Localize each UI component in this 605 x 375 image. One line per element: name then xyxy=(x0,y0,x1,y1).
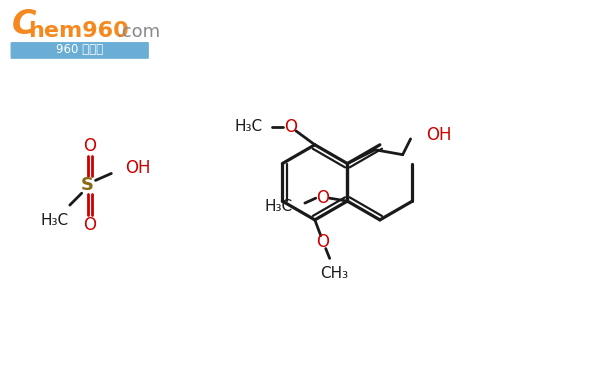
Text: S: S xyxy=(81,176,94,194)
Text: O: O xyxy=(284,118,296,136)
Text: CH₃: CH₃ xyxy=(321,266,348,281)
Text: H₃C: H₃C xyxy=(41,213,69,228)
Text: .com: .com xyxy=(116,23,160,41)
Text: O: O xyxy=(316,189,329,207)
Text: 960 化工网: 960 化工网 xyxy=(56,44,103,57)
Text: H₃C: H₃C xyxy=(265,198,293,213)
Text: H₃C: H₃C xyxy=(234,118,263,134)
Text: O: O xyxy=(316,232,329,250)
Text: O: O xyxy=(83,216,96,234)
Text: C: C xyxy=(11,8,36,41)
Text: OH: OH xyxy=(125,159,151,177)
Text: O: O xyxy=(83,137,96,155)
Text: hem960: hem960 xyxy=(28,21,129,41)
Text: OH: OH xyxy=(427,126,452,144)
FancyBboxPatch shape xyxy=(10,42,149,59)
